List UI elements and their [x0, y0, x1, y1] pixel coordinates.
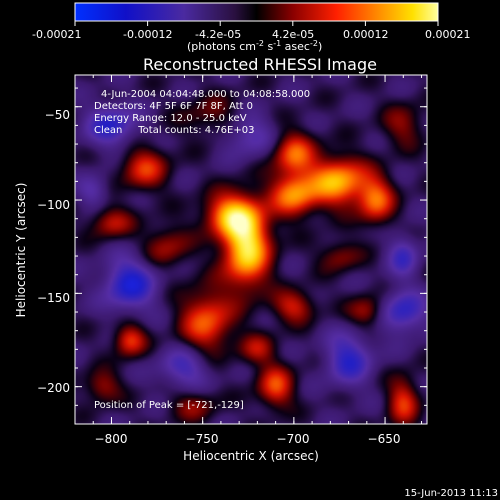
x-tick-label: −750 — [186, 432, 219, 446]
annotation-detectors: Detectors: 4F 5F 6F 7F 8F, Att 0 — [94, 101, 253, 112]
colorbar-gradient — [74, 2, 439, 22]
colorbar-tick-label: 0.00012 — [343, 28, 389, 41]
footer-timestamp: 15-Jun-2013 11:13 — [404, 488, 498, 499]
colorbar-tick-label: -4.2e-05 — [195, 28, 241, 41]
colorbar-ticks — [74, 21, 439, 26]
x-axis-label: Heliocentric X (arcsec) — [183, 449, 319, 463]
x-tick-label: −800 — [95, 432, 128, 446]
annotation-energy-range: Energy Range: 12.0 - 25.0 keV — [94, 113, 247, 124]
y-tick-label: −200 — [37, 381, 70, 395]
plot-frame — [74, 74, 428, 425]
colorbar-tick-label: -0.00012 — [123, 28, 172, 41]
y-tick-label: −100 — [37, 198, 70, 212]
colorbar-tick-label: -0.00021 — [32, 28, 81, 41]
chart-title: Reconstructed RHESSI Image — [143, 55, 377, 74]
heatmap-image — [75, 75, 427, 424]
y-tick-label: −50 — [45, 108, 70, 122]
annotation-time-range: 4-Jun-2004 04:04:48.000 to 04:08:58.000 — [101, 89, 310, 100]
colorbar: -0.00021 -0.00012 -4.2e-05 4.2e-05 0.000… — [32, 2, 471, 53]
annotation-clean-counts: Clean Total counts: 4.76E+03 — [94, 125, 254, 136]
y-axis-label: Heliocentric Y (arcsec) — [14, 183, 28, 318]
annotation-peak-position: Position of Peak = [-721,-129] — [94, 400, 244, 411]
colorbar-unit: (photons cm-2 s-1 asec-2) — [187, 39, 322, 53]
y-tick-label: −150 — [37, 291, 70, 305]
colorbar-tick-label: 0.00021 — [425, 28, 471, 41]
axis-ticks — [74, 75, 427, 425]
x-tick-label: −650 — [368, 432, 401, 446]
x-tick-label: −700 — [277, 432, 310, 446]
colorbar-tick-label: 4.2e-05 — [272, 28, 314, 41]
